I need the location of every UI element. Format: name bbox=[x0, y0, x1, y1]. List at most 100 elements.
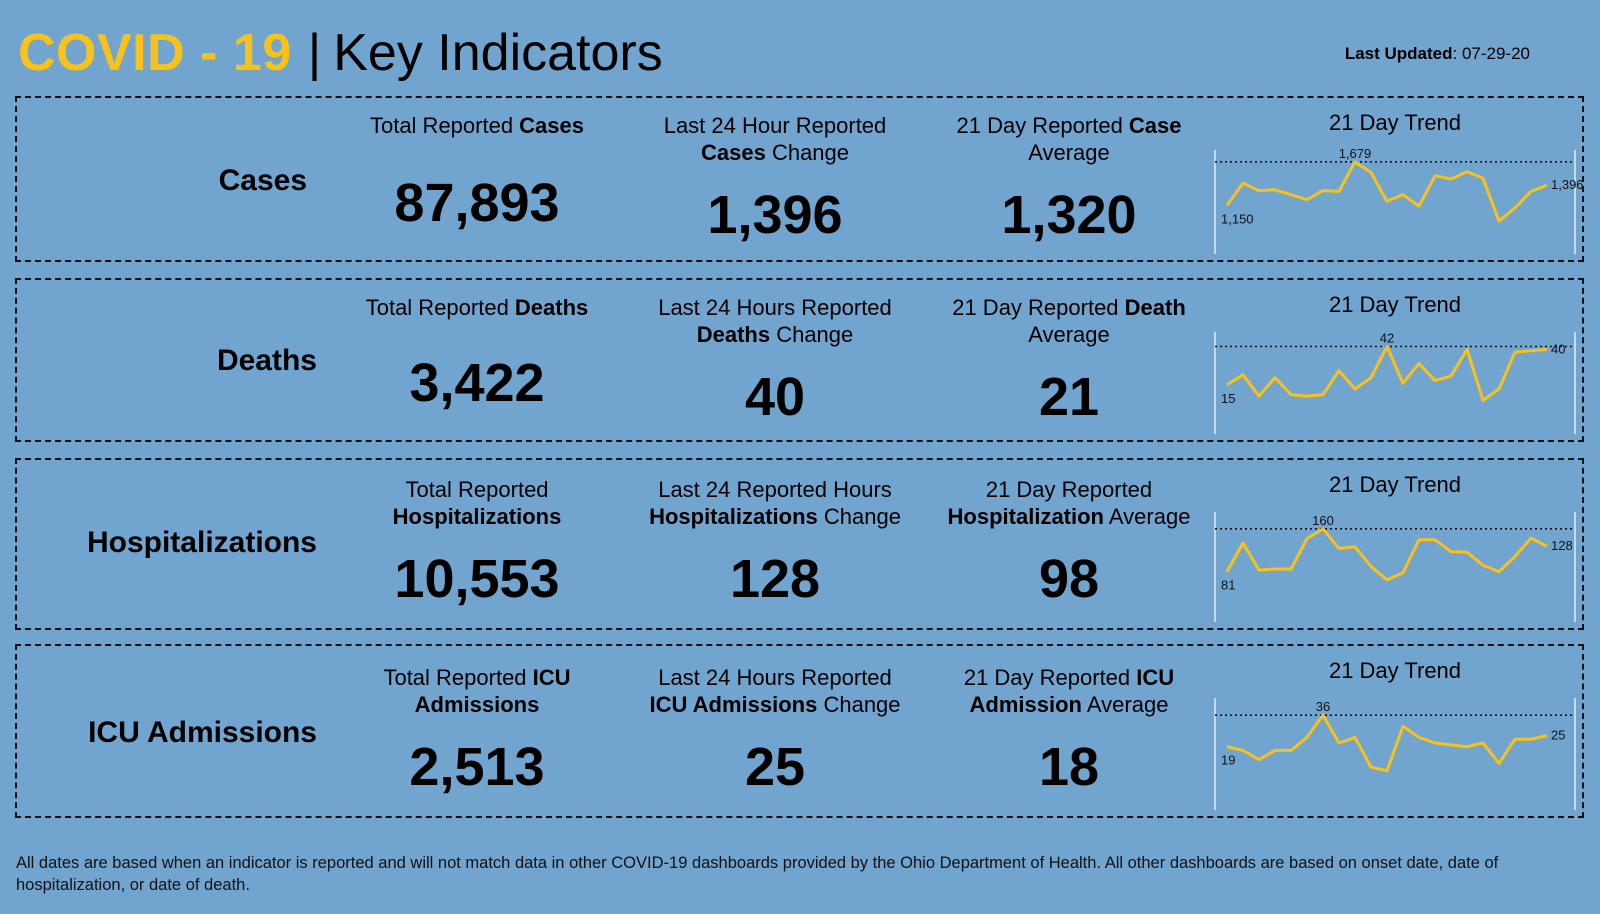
metric-label-text: Total Reported bbox=[405, 477, 549, 502]
row-label: Hospitalizations bbox=[86, 526, 317, 559]
trend-start-label: 15 bbox=[1221, 391, 1235, 406]
metric-label: Total Reported Hospitalizations bbox=[337, 476, 617, 530]
metric-last-24h: Last 24 Hours Reported Deaths Change 40 bbox=[635, 294, 915, 438]
metric-label-bold-2: Admissions bbox=[414, 692, 540, 717]
trend-start-label: 1,150 bbox=[1221, 211, 1254, 226]
footnote: All dates are based when an indicator is… bbox=[16, 854, 1499, 894]
metric-label: Last 24 Hours Reported ICU Admissions Cha… bbox=[635, 664, 915, 718]
metric-label-text-2: Average bbox=[1028, 322, 1110, 347]
metric-label-text-2: Change bbox=[817, 504, 901, 529]
metric-value: 98 bbox=[1038, 549, 1100, 609]
last-updated-value: : 07-29-20 bbox=[1452, 44, 1531, 63]
metric-label-text: Last 24 Hours Reported bbox=[658, 295, 892, 320]
row-label: Cases bbox=[218, 164, 307, 197]
metric-value: 21 bbox=[1038, 367, 1100, 427]
metric-label-text: Total Reported bbox=[365, 295, 515, 320]
metric-label-bold-2: ICU Admissions bbox=[649, 692, 818, 717]
metric-value: 2,513 bbox=[409, 737, 545, 797]
trend-svg: 81 160 128 bbox=[1214, 512, 1576, 622]
metric-label: Total Reported Deaths bbox=[337, 294, 617, 321]
metric-label: 21 Day Reported ICU Admission Average bbox=[929, 664, 1209, 718]
metric-label: Total Reported Cases bbox=[337, 112, 617, 139]
metric-label-text-2: Change bbox=[765, 140, 850, 165]
metric-last-24h: Last 24 Reported Hours Hospitalizations C… bbox=[635, 476, 915, 628]
trend-line bbox=[1225, 527, 1548, 582]
metric-value: 87,893 bbox=[394, 173, 560, 233]
metric-label-bold: Deaths bbox=[514, 295, 589, 320]
trend-max-label: 160 bbox=[1312, 513, 1334, 528]
metric-total: Total Reported Hospitalizations 10,553 bbox=[337, 476, 617, 628]
panel-deaths: Deaths Total Reported Deaths 3,422 Last 24 … bbox=[15, 278, 1584, 442]
metric-label-text: Last 24 Hours Reported bbox=[658, 665, 892, 690]
metric-21-day-average: 21 Day Reported Hospitalization Average 98 bbox=[929, 476, 1209, 628]
trend-title: 21 Day Trend bbox=[1328, 472, 1462, 497]
metric-value: 3,422 bbox=[409, 353, 545, 413]
trend-chart: 21 Day Trend 1,150 1,679 1,396 bbox=[1205, 98, 1585, 264]
trend-start-label: 81 bbox=[1221, 578, 1235, 593]
metric-label-text: Last 24 Hour Reported bbox=[663, 113, 887, 138]
trend-title: 21 Day Trend bbox=[1328, 110, 1462, 135]
metric-label: 21 Day Reported Case Average bbox=[929, 112, 1209, 166]
metric-label-text: 21 Day Reported bbox=[963, 665, 1137, 690]
trend-end-label: 25 bbox=[1551, 728, 1565, 743]
metric-value: 18 bbox=[1038, 737, 1100, 797]
metric-label: 21 Day Reported Death Average bbox=[929, 294, 1209, 348]
metric-value: 1,320 bbox=[1001, 185, 1137, 245]
metric-total: Total Reported Cases 87,893 bbox=[337, 112, 617, 258]
metric-label-text: 21 Day Reported bbox=[985, 477, 1153, 502]
metric-label-bold-2: Hospitalization bbox=[947, 504, 1104, 529]
metric-label-bold: Death bbox=[1124, 295, 1186, 320]
metric-label-text: Total Reported bbox=[383, 665, 533, 690]
metric-label-bold: ICU bbox=[532, 665, 571, 690]
trend-title: 21 Day Trend bbox=[1328, 658, 1462, 683]
metric-last-24h: Last 24 Hour Reported Cases Change 1,396 bbox=[635, 112, 915, 258]
metric-label-bold-2: Deaths bbox=[696, 322, 771, 347]
page-header: COVID - 19 | Key Indicators bbox=[18, 18, 663, 88]
trend-svg: 15 42 40 bbox=[1214, 331, 1576, 434]
metric-21-day-average: 21 Day Reported ICU Admission Average 18 bbox=[929, 664, 1209, 818]
trend-chart: 21 Day Trend 81 160 128 bbox=[1205, 460, 1585, 632]
trend-end-label: 128 bbox=[1551, 538, 1573, 553]
title-covid: COVID - 19 bbox=[18, 24, 292, 82]
metric-total: Total Reported ICU Admissions 2,513 bbox=[337, 664, 617, 818]
metric-label-text: Total Reported bbox=[369, 113, 520, 138]
metric-label-bold-2: Hospitalizations bbox=[392, 504, 562, 529]
trend-svg: 19 36 25 bbox=[1214, 698, 1576, 810]
trend-end-label: 1,396 bbox=[1551, 177, 1584, 192]
metric-label-text-2: Average bbox=[1104, 504, 1191, 529]
metric-label-bold-2: Cases bbox=[700, 140, 766, 165]
metric-label-text: Last 24 Reported Hours bbox=[658, 477, 892, 502]
trend-line bbox=[1226, 345, 1548, 402]
trend-chart: 21 Day Trend 19 36 25 bbox=[1205, 646, 1585, 820]
metric-value: 1,396 bbox=[707, 185, 843, 245]
metric-21-day-average: 21 Day Reported Death Average 21 bbox=[929, 294, 1209, 438]
metric-label: Last 24 Hour Reported Cases Change bbox=[635, 112, 915, 166]
trend-max-label: 36 bbox=[1316, 699, 1330, 714]
metric-last-24h: Last 24 Hours Reported ICU Admissions Cha… bbox=[635, 664, 915, 818]
row-label: ICU Admissions bbox=[88, 716, 317, 749]
metric-label-text-2: Average bbox=[1028, 140, 1110, 165]
trend-max-label: 42 bbox=[1380, 331, 1394, 346]
panel-hospitalizations: Hospitalizations Total Reported Hospitaliz… bbox=[15, 458, 1584, 630]
metric-value: 25 bbox=[744, 737, 806, 797]
row-label: Deaths bbox=[216, 344, 317, 377]
trend-line bbox=[1226, 713, 1548, 773]
trend-start-label: 19 bbox=[1221, 753, 1235, 768]
metric-label-bold: Case bbox=[1128, 113, 1182, 138]
last-updated: Last Updated: 07-29-20 bbox=[1345, 44, 1530, 64]
metric-label-text-2: Average bbox=[1082, 692, 1169, 717]
metric-value: 40 bbox=[744, 367, 806, 427]
trend-max-label: 1,679 bbox=[1339, 146, 1372, 161]
panel-cases: Cases Total Reported Cases 87,893 Last 24 H… bbox=[15, 96, 1584, 262]
trend-line bbox=[1225, 160, 1548, 223]
last-updated-label: Last Updated bbox=[1344, 44, 1453, 63]
metric-label-bold: ICU bbox=[1136, 665, 1175, 690]
trend-svg: 1,150 1,679 1,396 bbox=[1214, 146, 1584, 254]
metric-label: 21 Day Reported Hospitalization Average bbox=[929, 476, 1209, 530]
trend-title: 21 Day Trend bbox=[1328, 292, 1462, 317]
metric-label-text: 21 Day Reported bbox=[952, 295, 1125, 320]
metric-total: Total Reported Deaths 3,422 bbox=[337, 294, 617, 438]
metric-label-text: 21 Day Reported bbox=[956, 113, 1129, 138]
trend-end-label: 40 bbox=[1551, 341, 1565, 356]
metric-label-bold: Cases bbox=[519, 113, 585, 138]
